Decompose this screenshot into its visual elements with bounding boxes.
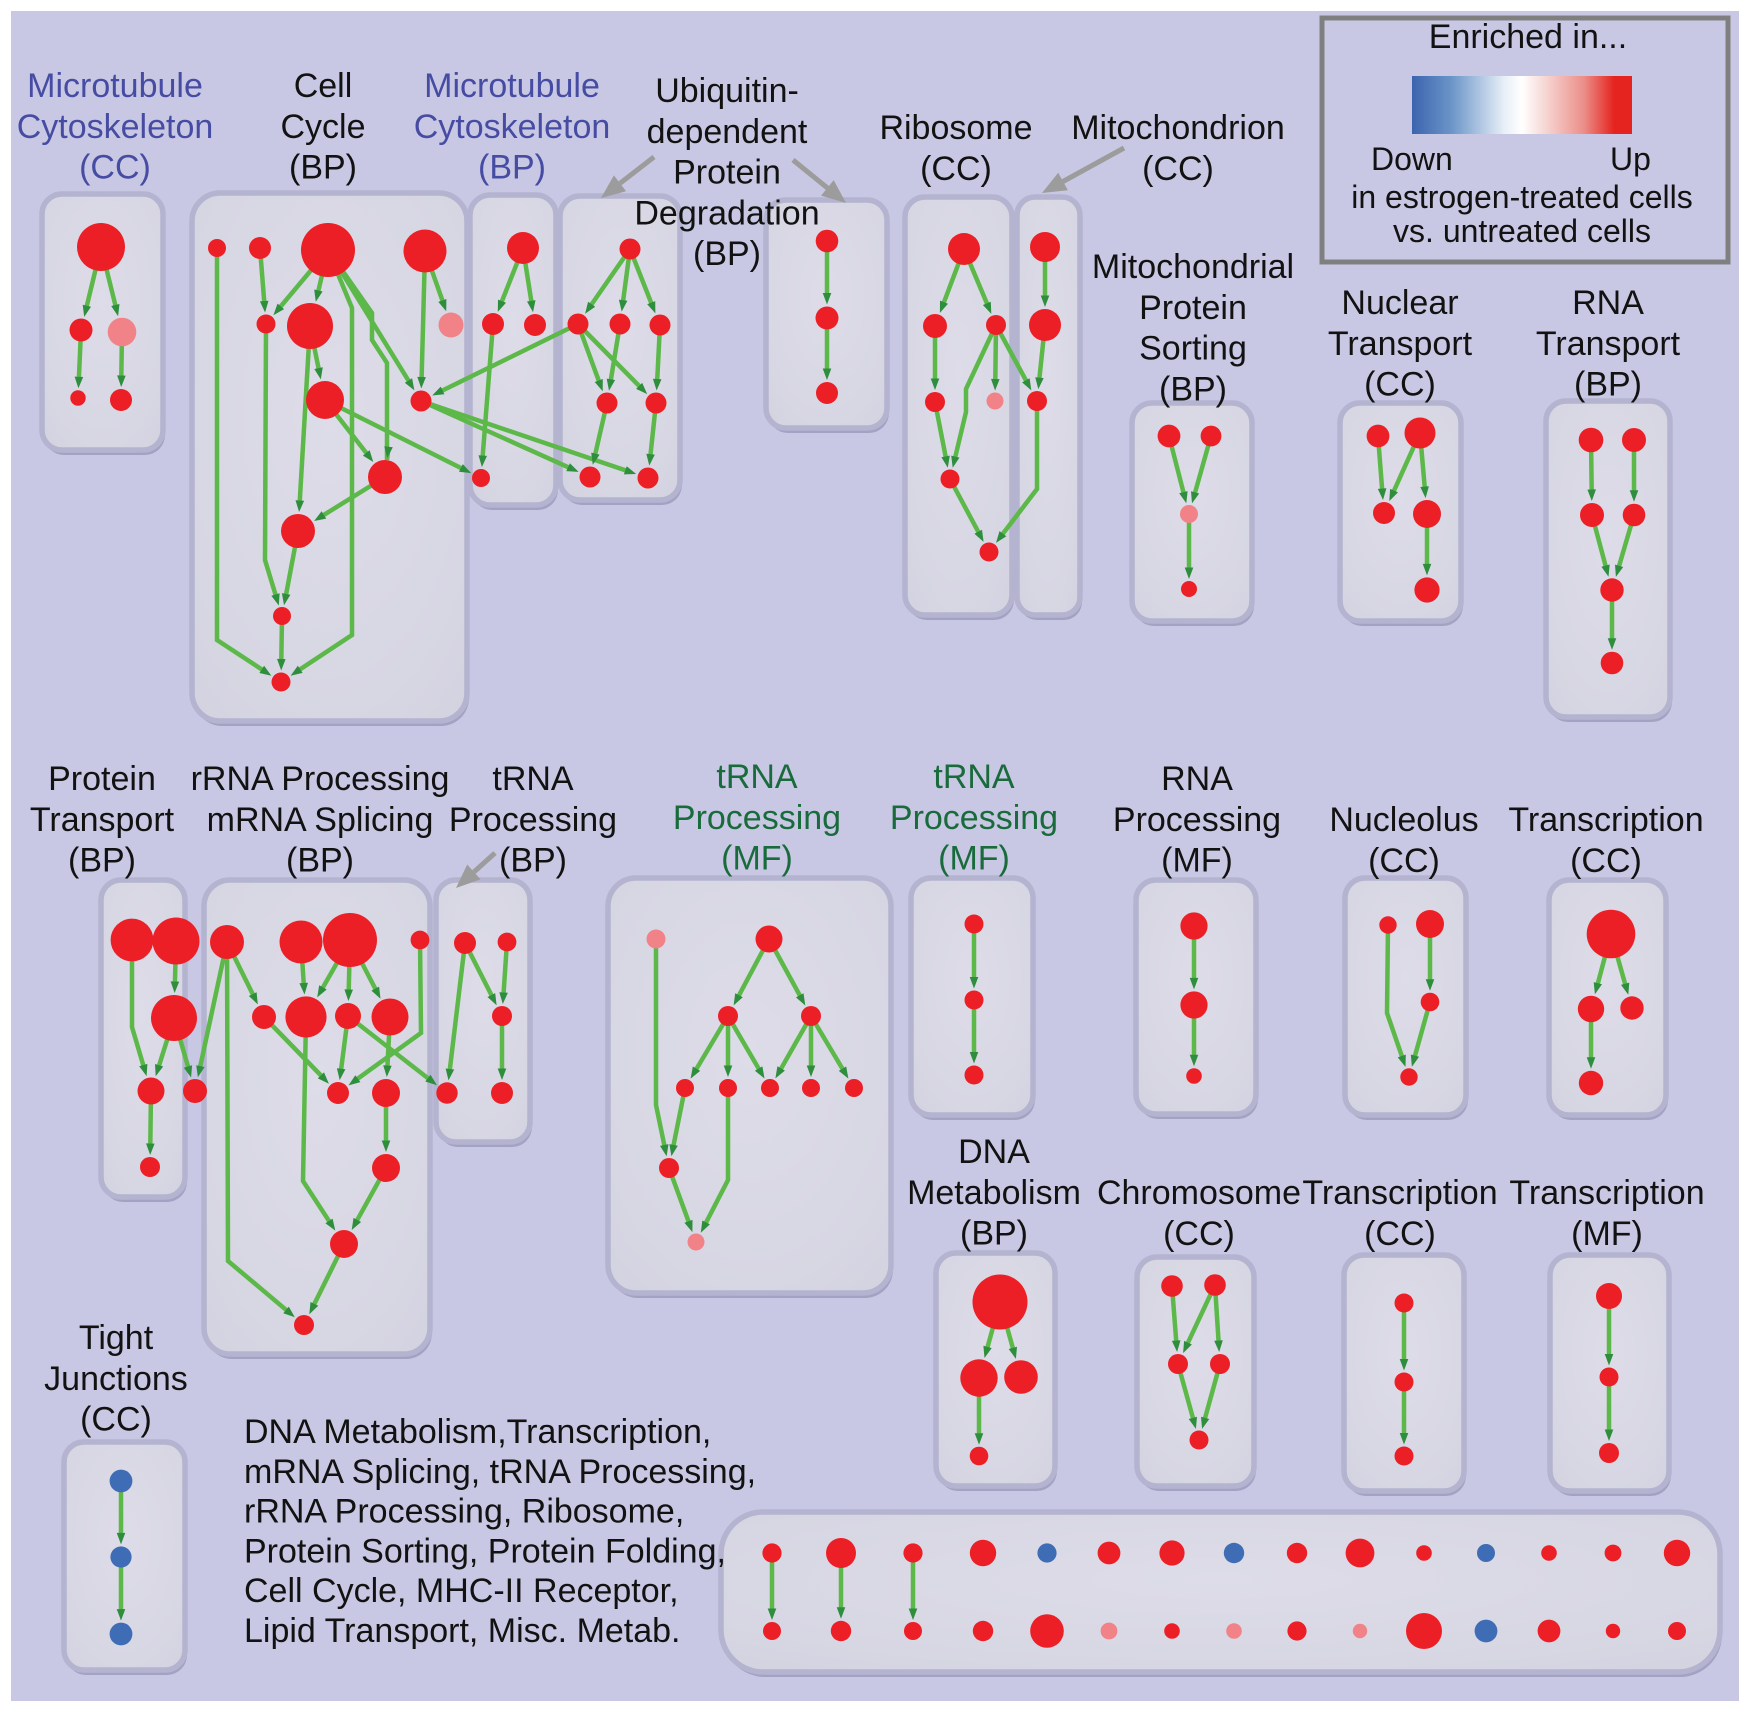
svg-text:(CC): (CC) <box>920 150 992 188</box>
svg-text:Protein: Protein <box>48 760 156 798</box>
svg-text:Degradation: Degradation <box>634 194 819 232</box>
svg-text:Down: Down <box>1371 141 1453 177</box>
svg-text:Mitochondrial: Mitochondrial <box>1092 248 1294 286</box>
svg-text:(BP): (BP) <box>693 235 761 273</box>
svg-text:Transport: Transport <box>1536 325 1681 363</box>
svg-text:(BP): (BP) <box>68 842 136 880</box>
svg-text:Ribosome: Ribosome <box>879 109 1032 147</box>
svg-text:Tight: Tight <box>79 1319 154 1357</box>
svg-text:rRNA Processing, Ribosome,: rRNA Processing, Ribosome, <box>244 1493 684 1531</box>
svg-text:Metabolism: Metabolism <box>907 1174 1081 1212</box>
svg-text:(CC): (CC) <box>1570 842 1642 880</box>
svg-text:Microtubule: Microtubule <box>424 67 600 105</box>
svg-text:(CC): (CC) <box>1368 842 1440 880</box>
svg-text:Transport: Transport <box>30 801 175 839</box>
svg-text:Processing: Processing <box>1113 801 1281 839</box>
svg-text:(BP): (BP) <box>286 842 354 880</box>
svg-text:(BP): (BP) <box>1574 366 1642 404</box>
svg-text:Cell: Cell <box>294 67 353 105</box>
svg-text:Protein: Protein <box>673 154 781 192</box>
svg-text:(BP): (BP) <box>1159 370 1227 408</box>
svg-text:(MF): (MF) <box>1571 1215 1643 1253</box>
svg-text:Ubiquitin-: Ubiquitin- <box>655 72 799 110</box>
svg-text:in estrogen-treated cells: in estrogen-treated cells <box>1351 179 1693 215</box>
svg-text:Protein: Protein <box>1139 289 1247 327</box>
svg-text:Transcription: Transcription <box>1509 1174 1704 1212</box>
svg-text:RNA: RNA <box>1161 760 1233 798</box>
svg-text:Protein Sorting, Protein Foldi: Protein Sorting, Protein Folding, <box>244 1532 726 1570</box>
svg-text:Transcription: Transcription <box>1302 1174 1497 1212</box>
svg-text:RNA: RNA <box>1572 284 1644 322</box>
svg-text:(CC): (CC) <box>1142 150 1214 188</box>
svg-text:Cytoskeleton: Cytoskeleton <box>414 108 611 146</box>
svg-text:mRNA Splicing: mRNA Splicing <box>207 801 434 839</box>
svg-text:Enriched in...: Enriched in... <box>1429 18 1627 56</box>
svg-text:Lipid Transport, Misc. Metab.: Lipid Transport, Misc. Metab. <box>244 1612 681 1650</box>
svg-text:(BP): (BP) <box>289 149 357 187</box>
svg-text:(CC): (CC) <box>79 149 151 187</box>
svg-text:Processing: Processing <box>449 801 617 839</box>
svg-text:tRNA: tRNA <box>492 760 574 798</box>
svg-text:tRNA: tRNA <box>716 758 798 796</box>
svg-text:(MF): (MF) <box>938 840 1010 878</box>
svg-text:Mitochondrion: Mitochondrion <box>1071 109 1285 147</box>
svg-text:DNA: DNA <box>958 1133 1030 1171</box>
svg-text:Cell Cycle, MHC-II Receptor,: Cell Cycle, MHC-II Receptor, <box>244 1572 679 1610</box>
svg-text:tRNA: tRNA <box>933 758 1015 796</box>
svg-text:Cycle: Cycle <box>280 108 365 146</box>
svg-text:Processing: Processing <box>673 799 841 837</box>
svg-text:(BP): (BP) <box>478 149 546 187</box>
svg-text:Cytoskeleton: Cytoskeleton <box>17 108 214 146</box>
svg-text:(CC): (CC) <box>1364 1215 1436 1253</box>
svg-text:Chromosome: Chromosome <box>1097 1174 1301 1212</box>
svg-text:dependent: dependent <box>647 113 808 151</box>
svg-text:(CC): (CC) <box>1163 1215 1235 1253</box>
svg-text:Microtubule: Microtubule <box>27 67 203 105</box>
svg-text:vs. untreated cells: vs. untreated cells <box>1393 213 1651 249</box>
svg-text:Transport: Transport <box>1328 325 1473 363</box>
svg-text:Processing: Processing <box>890 799 1058 837</box>
svg-text:DNA Metabolism,Transcription,: DNA Metabolism,Transcription, <box>244 1413 711 1451</box>
svg-text:(BP): (BP) <box>960 1215 1028 1253</box>
svg-text:rRNA Processing: rRNA Processing <box>191 760 450 798</box>
svg-text:Junctions: Junctions <box>44 1360 188 1398</box>
svg-text:(BP): (BP) <box>499 842 567 880</box>
svg-text:(CC): (CC) <box>1364 366 1436 404</box>
svg-text:Up: Up <box>1610 141 1651 177</box>
svg-text:Nuclear: Nuclear <box>1341 284 1458 322</box>
svg-text:(CC): (CC) <box>80 1401 152 1439</box>
svg-text:Transcription: Transcription <box>1508 801 1703 839</box>
svg-text:Nucleolus: Nucleolus <box>1329 801 1478 839</box>
svg-text:Sorting: Sorting <box>1139 330 1247 368</box>
svg-text:(MF): (MF) <box>721 840 793 878</box>
svg-text:mRNA Splicing, tRNA Processing: mRNA Splicing, tRNA Processing, <box>244 1453 756 1491</box>
svg-text:(MF): (MF) <box>1161 842 1233 880</box>
